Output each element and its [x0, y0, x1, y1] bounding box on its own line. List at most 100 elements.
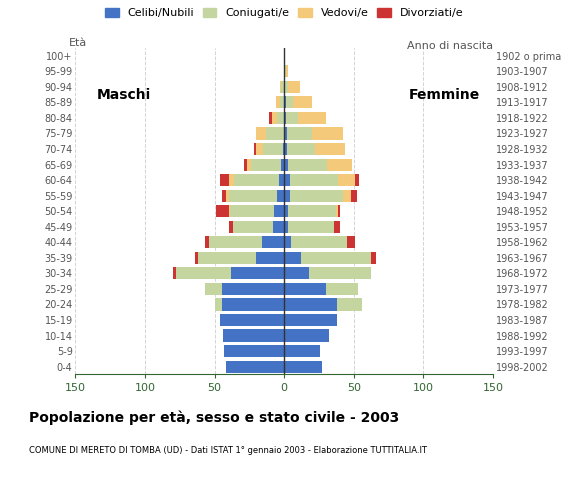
Bar — [281, 158, 284, 170]
Bar — [284, 190, 290, 202]
Bar — [222, 299, 284, 311]
Bar — [195, 252, 198, 264]
Text: Maschi: Maschi — [97, 88, 151, 102]
Bar — [229, 221, 233, 233]
Bar — [288, 81, 299, 93]
Bar — [334, 221, 340, 233]
Bar — [336, 205, 339, 217]
Bar — [281, 81, 284, 93]
Bar — [284, 267, 309, 279]
Bar — [176, 267, 231, 279]
Bar — [355, 174, 360, 186]
Bar — [298, 112, 326, 124]
Bar — [284, 299, 337, 311]
Bar — [284, 96, 285, 108]
Text: Femmine: Femmine — [409, 88, 480, 102]
Bar — [339, 205, 340, 217]
Bar — [226, 190, 229, 202]
Text: COMUNE DI MERETO DI TOMBA (UD) - Dati ISTAT 1° gennaio 2003 - Elaborazione TUTTI: COMUNE DI MERETO DI TOMBA (UD) - Dati IS… — [29, 446, 427, 456]
Bar — [284, 158, 288, 170]
Bar — [291, 236, 347, 248]
Bar — [285, 96, 292, 108]
Bar — [229, 190, 277, 202]
Bar — [284, 236, 291, 248]
Bar — [209, 236, 262, 248]
Bar — [301, 252, 371, 264]
Bar — [284, 81, 288, 93]
Bar — [339, 174, 355, 186]
Bar — [315, 143, 346, 155]
Bar — [262, 236, 284, 248]
Bar — [288, 221, 334, 233]
Bar — [256, 252, 284, 264]
Bar — [266, 127, 284, 140]
Bar — [284, 221, 288, 233]
Bar — [285, 65, 288, 77]
Bar — [222, 283, 284, 295]
Bar — [229, 205, 230, 217]
Bar — [253, 143, 256, 155]
Bar — [284, 252, 301, 264]
Bar — [284, 314, 337, 326]
Legend: Celibi/Nubili, Coniugati/e, Vedovi/e, Divorziati/e: Celibi/Nubili, Coniugati/e, Vedovi/e, Di… — [106, 8, 463, 18]
Bar — [347, 236, 355, 248]
Bar — [251, 158, 281, 170]
Bar — [309, 267, 371, 279]
Bar — [284, 283, 326, 295]
Bar — [280, 96, 284, 108]
Bar — [205, 283, 222, 295]
Bar — [284, 329, 329, 342]
Bar — [220, 314, 284, 326]
Bar — [277, 112, 284, 124]
Bar — [326, 283, 358, 295]
Bar — [246, 158, 251, 170]
Bar — [327, 158, 353, 170]
Bar — [230, 205, 274, 217]
Bar — [284, 112, 285, 124]
Bar — [224, 345, 284, 357]
Bar — [233, 221, 273, 233]
Bar — [287, 143, 315, 155]
Bar — [276, 96, 280, 108]
Bar — [288, 158, 327, 170]
Bar — [223, 329, 284, 342]
Bar — [256, 127, 266, 140]
Bar — [371, 252, 376, 264]
Bar — [256, 143, 263, 155]
Bar — [173, 267, 176, 279]
Bar — [229, 174, 234, 186]
Bar — [284, 345, 320, 357]
Bar — [290, 174, 339, 186]
Bar — [234, 174, 278, 186]
Bar — [284, 174, 290, 186]
Bar — [263, 143, 283, 155]
Bar — [271, 112, 277, 124]
Bar — [215, 299, 222, 311]
Bar — [222, 190, 226, 202]
Bar — [277, 190, 284, 202]
Bar — [273, 221, 284, 233]
Bar — [283, 143, 284, 155]
Text: Popolazione per età, sesso e stato civile - 2003: Popolazione per età, sesso e stato civil… — [29, 410, 399, 425]
Bar — [290, 190, 343, 202]
Bar — [216, 205, 229, 217]
Bar — [284, 360, 322, 372]
Y-axis label: Anno di nascita: Anno di nascita — [407, 41, 493, 51]
Bar — [205, 236, 209, 248]
Bar — [274, 205, 284, 217]
Bar — [287, 127, 312, 140]
Bar — [220, 174, 229, 186]
Bar — [284, 205, 288, 217]
Bar — [244, 158, 246, 170]
Bar — [226, 360, 284, 372]
Bar — [284, 65, 285, 77]
Bar — [285, 112, 298, 124]
Bar — [278, 174, 284, 186]
Bar — [288, 205, 336, 217]
Bar — [284, 143, 287, 155]
Text: Età: Età — [68, 38, 86, 48]
Bar — [280, 81, 281, 93]
Bar — [269, 112, 271, 124]
Bar — [231, 267, 284, 279]
Bar — [292, 96, 312, 108]
